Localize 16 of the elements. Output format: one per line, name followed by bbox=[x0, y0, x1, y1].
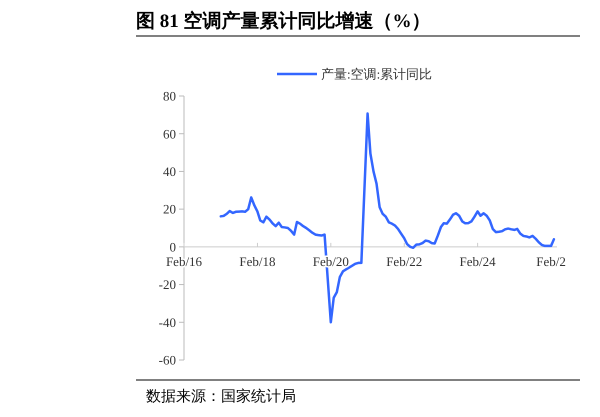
x-tick-label: Feb/2 bbox=[536, 254, 566, 269]
y-tick-label: -20 bbox=[158, 277, 176, 292]
y-tick-label: -60 bbox=[158, 352, 176, 368]
y-tick-label: 0 bbox=[170, 239, 176, 254]
y-tick-label: -40 bbox=[158, 314, 176, 330]
x-tick-label: Feb/18 bbox=[239, 254, 276, 269]
chart-title: 图 81 空调产量累计同比增速（%） bbox=[136, 10, 430, 32]
y-tick-label: 20 bbox=[163, 202, 176, 217]
x-tick-label: Feb/16 bbox=[166, 254, 203, 269]
source-note: 数据来源：国家统计局 bbox=[146, 388, 296, 405]
x-tick-label: Feb/24 bbox=[460, 254, 496, 269]
legend-label: 产量:空调:累计同比 bbox=[321, 66, 432, 82]
y-tick-label: 80 bbox=[163, 88, 176, 104]
y-tick-label: 60 bbox=[163, 126, 176, 142]
y-tick-label: 40 bbox=[163, 164, 176, 179]
x-tick-label: Feb/22 bbox=[386, 254, 422, 269]
